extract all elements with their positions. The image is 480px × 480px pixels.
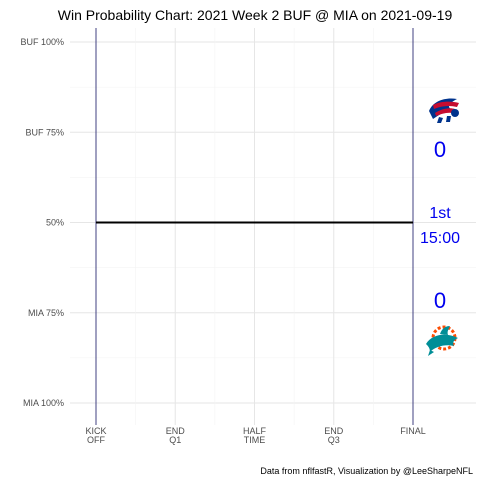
bills-logo-icon (429, 98, 459, 123)
y-tick-label: 50% (46, 218, 64, 228)
away-score: 0 (434, 137, 446, 162)
y-tick-label: MIA 75% (28, 308, 64, 318)
vertical-markers (95, 28, 414, 425)
x-tick-label: HALF (243, 426, 267, 436)
quarter-label: 1st (429, 205, 451, 222)
y-tick-label: BUF 75% (25, 127, 64, 137)
dolphins-logo-icon (426, 325, 458, 356)
x-tick-label: KICK (85, 426, 106, 436)
x-tick-label: TIME (244, 435, 266, 445)
y-tick-label: MIA 100% (23, 398, 64, 408)
home-score: 0 (434, 288, 446, 313)
x-tick-label: END (324, 426, 344, 436)
x-tick-label: OFF (87, 435, 105, 445)
game-clock: 15:00 (420, 230, 460, 247)
x-tick-label: END (166, 426, 186, 436)
x-tick-label: FINAL (400, 426, 426, 436)
y-tick-label: BUF 100% (20, 37, 64, 47)
grid (70, 28, 476, 425)
chart-caption: Data from nflfastR, Visualization by @Le… (260, 466, 473, 476)
y-tick-labels: BUF 100% BUF 75% 50% MIA 75% MIA 100% (20, 37, 64, 408)
chart-title: Win Probability Chart: 2021 Week 2 BUF @… (58, 7, 453, 23)
x-tick-label: Q3 (328, 435, 340, 445)
x-tick-label: Q1 (169, 435, 181, 445)
